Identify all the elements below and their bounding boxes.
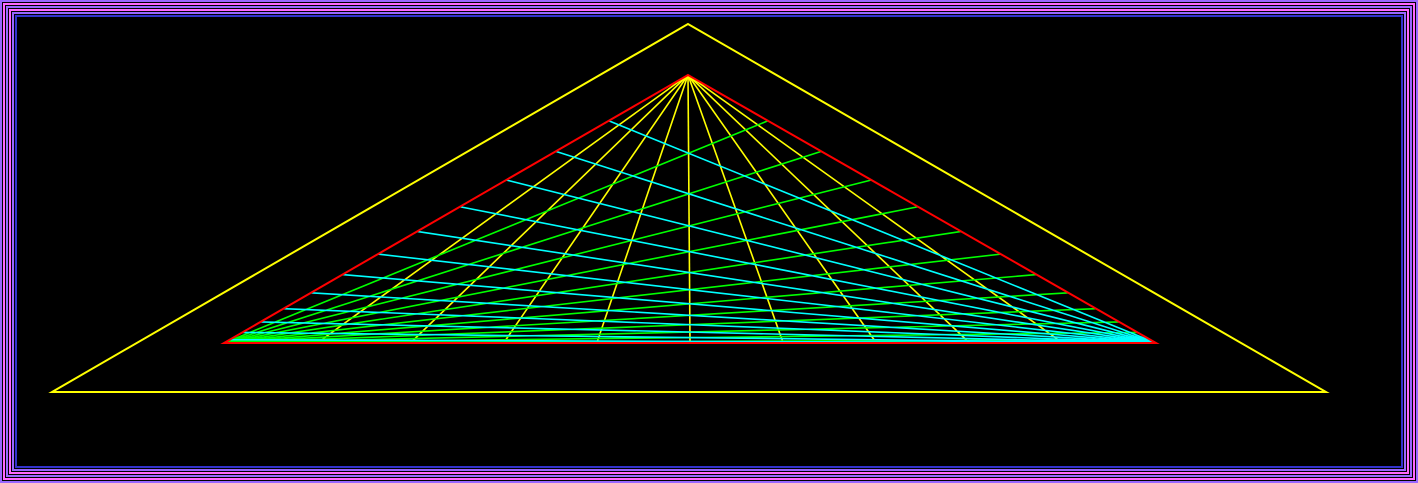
right-fan-line — [260, 321, 1157, 344]
radial-line — [502, 74, 689, 344]
right-fan-line — [459, 205, 1157, 344]
right-fan-line — [505, 179, 1157, 344]
right-fan-line — [242, 331, 1157, 344]
right-fan-line — [608, 120, 1157, 344]
left-fan-line — [223, 179, 872, 344]
radial-line — [316, 74, 689, 344]
outer-triangle — [48, 22, 1330, 393]
right-fan-line — [310, 292, 1157, 344]
frame-ring-3 — [6, 6, 1412, 477]
frame-ring-2 — [3, 3, 1415, 480]
frame-ring-5 — [12, 12, 1406, 471]
left-fan-line — [223, 230, 962, 344]
inner-triangle — [220, 73, 1160, 344]
radial-line — [687, 74, 1064, 344]
radial-line — [687, 74, 971, 344]
right-fan-line — [416, 230, 1157, 344]
frame-ring-4 — [9, 9, 1409, 474]
right-fan-line — [555, 150, 1157, 344]
left-fan-line — [223, 120, 769, 344]
radial-line — [687, 74, 878, 344]
left-fan-line — [223, 307, 1097, 344]
radial-line — [687, 74, 691, 344]
right-fan-line — [342, 273, 1157, 344]
right-fan-line — [283, 307, 1157, 344]
right-fan-line — [377, 253, 1157, 344]
left-fan-line — [223, 273, 1037, 344]
radial-line — [409, 74, 689, 344]
left-fan-line — [223, 253, 1001, 344]
grid-lines — [223, 74, 1157, 344]
